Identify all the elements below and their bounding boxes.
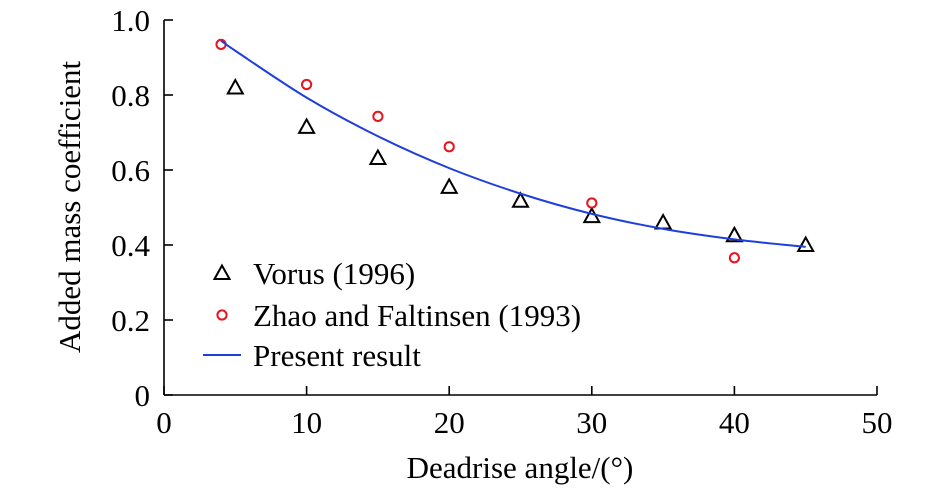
zhao-faltinsen-point — [728, 252, 741, 264]
present-result-line — [220, 39, 806, 248]
x-axis-title: Deadrise angle/(°) — [407, 450, 634, 485]
vorus-point — [796, 235, 815, 252]
y-tick-label: 0 — [135, 378, 151, 413]
y-tick-label: 0.8 — [111, 78, 150, 113]
legend-label: Zhao and Faltinsen (1993) — [253, 298, 581, 333]
legend-triangle-swatch — [212, 263, 232, 280]
vorus-point — [653, 212, 673, 230]
x-tick-label: 30 — [576, 405, 607, 440]
y-tick-label: 0.4 — [111, 228, 150, 263]
zhao-faltinsen-point — [443, 141, 455, 153]
vorus-point — [368, 148, 388, 165]
zhao-faltinsen-point — [301, 78, 313, 91]
x-tick-label: 10 — [291, 405, 322, 440]
series — [215, 38, 815, 264]
x-tick-label: 0 — [156, 405, 172, 440]
vorus-point — [440, 177, 459, 194]
legend: Vorus (1996) Zhao and Faltinsen (1993) Pre… — [203, 256, 581, 373]
zhao-faltinsen-point — [372, 110, 384, 122]
vorus-point — [226, 77, 245, 95]
zhao-faltinsen-point — [586, 197, 598, 209]
legend-item: Zhao and Faltinsen (1993) — [216, 298, 581, 333]
y-axis-title: Added mass coefficient — [52, 61, 87, 353]
y-tick-label: 1.0 — [111, 3, 150, 38]
vorus-point — [511, 191, 530, 208]
ticks: 0 10 20 30 40 50 0 0.2 0.4 0.6 0.8 1.0 — [111, 3, 892, 440]
x-tick-label: 50 — [862, 405, 893, 440]
x-tick-label: 20 — [434, 405, 465, 440]
series-2 — [220, 39, 806, 248]
legend-label: Vorus (1996) — [253, 256, 415, 291]
legend-circle-swatch — [216, 309, 228, 321]
legend-item: Vorus (1996) — [212, 256, 415, 291]
axes — [163, 20, 877, 396]
vorus-point — [725, 225, 744, 243]
y-tick-label: 0.6 — [111, 153, 150, 188]
x-tick-label: 40 — [719, 405, 750, 440]
legend-item: Present result — [203, 338, 421, 373]
y-tick-label: 0.2 — [111, 303, 150, 338]
vorus-point — [297, 117, 316, 134]
series-0 — [226, 77, 815, 252]
legend-label: Present result — [253, 338, 421, 373]
